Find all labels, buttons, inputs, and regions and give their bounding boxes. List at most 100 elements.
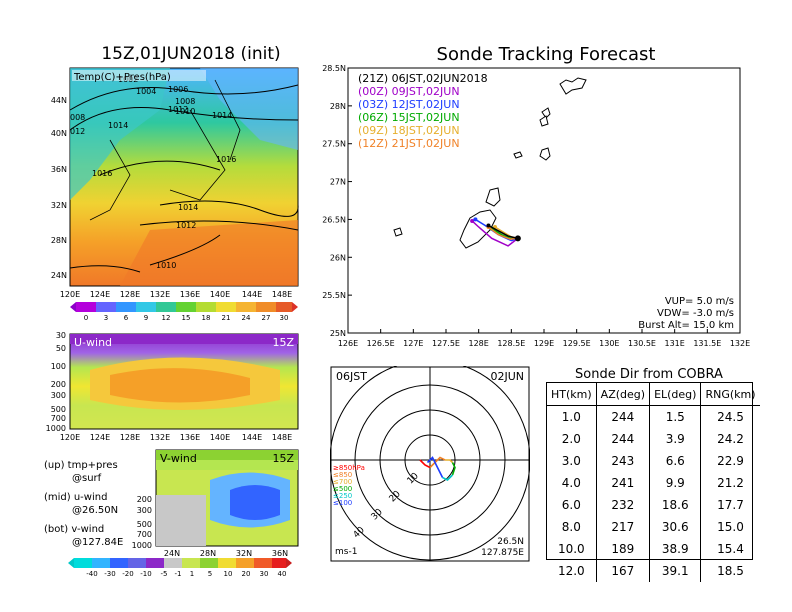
level-legend-item: ≤100 <box>333 499 352 507</box>
uwind-xtick: 140E <box>210 433 230 442</box>
level-legend-item: ≤850 <box>333 471 352 479</box>
table-cell: 3.9 <box>649 428 701 450</box>
lon-tick: 126.5E <box>367 339 395 348</box>
wind-cbar-label: -30 <box>104 570 115 578</box>
wind-cbar-label: -5 <box>161 570 168 578</box>
uwind-panel: U-wind 15Z 30 50 100 200 300 500 700 100… <box>46 331 299 442</box>
lon-tick: 130.5E <box>628 339 656 348</box>
table-cell: 4.0 <box>561 476 581 490</box>
uwind-label: U-wind <box>74 336 112 349</box>
table-cell: 21.2 <box>700 472 760 494</box>
temp-cbar-label: 0 <box>84 314 88 322</box>
track-end-point <box>473 217 478 222</box>
table-row: 12.0 167 39.1 18.5 <box>547 560 760 582</box>
track-series-line <box>471 220 519 247</box>
vwind-label: V-wind <box>160 452 197 465</box>
vwind-time: 15Z <box>272 452 294 465</box>
table-cell: 38.9 <box>649 538 701 560</box>
isobar-label: 1004 <box>136 87 156 96</box>
table-cell: 18.6 <box>649 494 701 516</box>
table-cell: 10.0 <box>557 542 585 556</box>
lon-tick: 127E <box>403 339 423 348</box>
vwind-xtick: 32N <box>236 549 252 558</box>
isobar-label: 1010 <box>175 107 195 116</box>
table-cell: 1.0 <box>561 410 581 424</box>
uwind-time: 15Z <box>272 336 294 349</box>
uwind-ytick: 30 <box>56 331 66 340</box>
lon-tick: 132E <box>730 339 750 348</box>
track-end-point <box>486 223 491 228</box>
level-legend-item: ≤700 <box>333 478 352 486</box>
table-cell: 22.9 <box>700 450 760 472</box>
table-cell: 24.5 <box>700 405 760 428</box>
col-header: HT(km) <box>547 383 597 406</box>
lon-tick: 148E <box>272 290 292 299</box>
col-header: AZ(deg) <box>595 383 650 406</box>
lon-tick: 128E <box>469 339 489 348</box>
lat-tick: 24N <box>51 271 67 280</box>
isobar-label: 1010 <box>156 261 176 270</box>
isobar-label: 012 <box>70 127 85 136</box>
hodo-series-line <box>451 462 456 476</box>
track-legend-item: (03Z) 12JST,02JUN <box>358 98 460 111</box>
vwind-xtick: 36N <box>272 549 288 558</box>
lat-tick: 28N <box>51 236 67 245</box>
track-legend-item: (06Z) 15JST,02JUN <box>358 111 460 124</box>
isobar-label: 1014 <box>212 111 232 120</box>
table-cell: 12.0 <box>557 564 585 578</box>
lon-tick: 129.5E <box>563 339 591 348</box>
lon-tick: 131E <box>665 339 685 348</box>
hodo-lon: 127.875E <box>481 548 524 558</box>
temp-cbar-label: 12 <box>162 314 171 322</box>
track-series-line <box>488 226 518 240</box>
temp-colorbar: 0 3 6 9 12 15 18 21 24 27 30 <box>70 302 298 322</box>
hodo-level-legend: ≥850hPa ≤850 ≤700 ≤500 ≤250 ≤100 <box>333 464 365 507</box>
vwind-xtick: 28N <box>200 549 216 558</box>
wind-cbar-label: -20 <box>122 570 133 578</box>
note-head: (up) tmp+pres <box>44 460 118 471</box>
wind-cbar-label: -40 <box>86 570 97 578</box>
note-sub: @26.50N <box>72 505 118 516</box>
note-sub: @surf <box>72 473 102 484</box>
hodo-time: 06JST <box>336 370 367 383</box>
isobar-label: 1016 <box>92 169 112 178</box>
uwind-ytick: 50 <box>56 344 66 353</box>
hodo-series-line <box>426 456 444 478</box>
wind-cbar-label: 5 <box>208 570 212 578</box>
lon-tick: 129E <box>534 339 554 348</box>
uwind-xtick: 148E <box>272 433 292 442</box>
panel-notes: (up) tmp+pres @surf (mid) u-wind @26.50N… <box>44 460 123 548</box>
table-row: 2.0 244 3.9 24.2 <box>547 428 760 450</box>
lat-tick: 40N <box>51 129 67 138</box>
map-overlay-label: Temp(C)+Pres(hPa) <box>73 72 171 83</box>
isobar-label: 1012 <box>168 105 188 114</box>
track-legend-item: (12Z) 21JST,02JUN <box>358 137 460 150</box>
lon-tick: 128E <box>120 290 140 299</box>
temp-cbar-label: 6 <box>124 314 129 322</box>
lon-tick: 126E <box>338 339 358 348</box>
wind-cbar-label: 40 <box>278 570 287 578</box>
track-end-point <box>470 218 475 223</box>
sonde-dir-panel: HT(km) AZ(deg) EL(deg) RNG(km) 1.0 244 1.5… <box>546 382 760 582</box>
table-cell: 1.5 <box>649 405 701 428</box>
temp-cbar-label: 15 <box>182 314 191 322</box>
isobar-label: 1014 <box>108 121 128 130</box>
uwind-xtick: 132E <box>150 433 170 442</box>
table-cell: 167 <box>595 560 650 582</box>
table-row: 3.0 243 6.6 22.9 <box>547 450 760 472</box>
lon-tick: 120E <box>60 290 80 299</box>
wind-cbar-label: -10 <box>140 570 151 578</box>
lon-tick: 124E <box>90 290 110 299</box>
table-row: 10.0 189 38.9 15.4 <box>547 538 760 560</box>
vwind-ytick: 700 <box>137 530 152 539</box>
table-row: 1.0 244 1.5 24.5 <box>547 405 760 428</box>
track-legend-item: (21Z) 06JST,02JUN2018 <box>358 72 488 85</box>
table-cell: 3.0 <box>561 454 581 468</box>
note-head: (mid) u-wind <box>44 492 107 503</box>
hodo-series-line <box>442 474 454 481</box>
col-header: EL(deg) <box>649 383 701 406</box>
isobar-label: 1016 <box>216 155 236 164</box>
lon-tick: 128.5E <box>497 339 525 348</box>
